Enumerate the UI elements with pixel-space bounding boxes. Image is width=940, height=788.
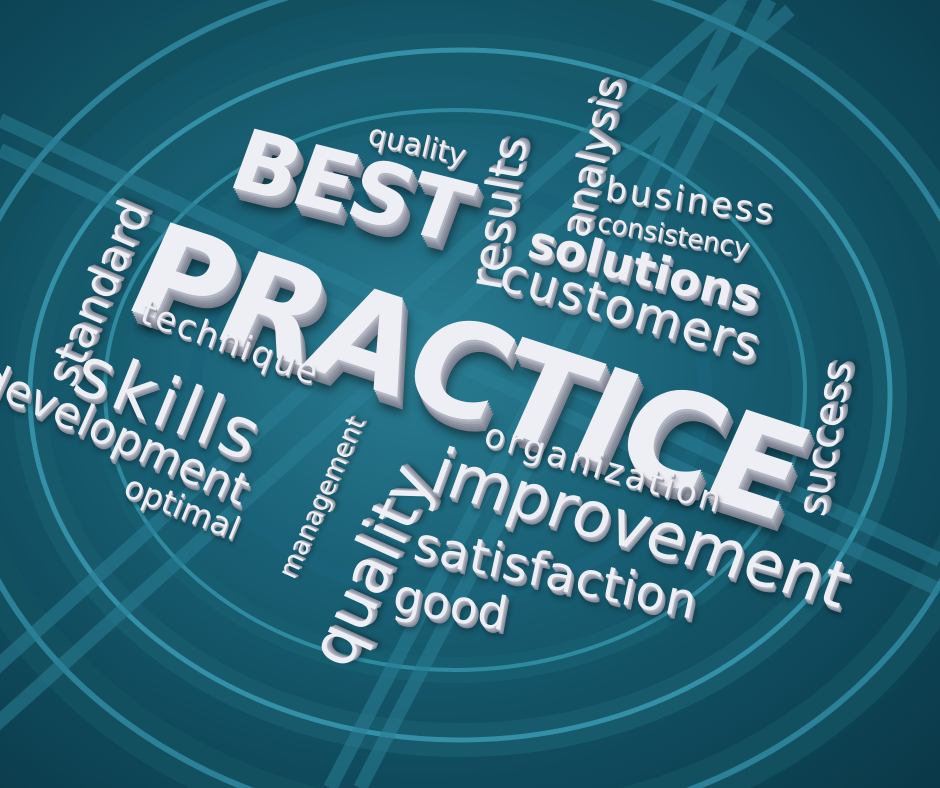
background-rings — [0, 0, 940, 788]
word-cloud-scene: BEST PRACTICE quality results analysis b… — [0, 0, 940, 788]
